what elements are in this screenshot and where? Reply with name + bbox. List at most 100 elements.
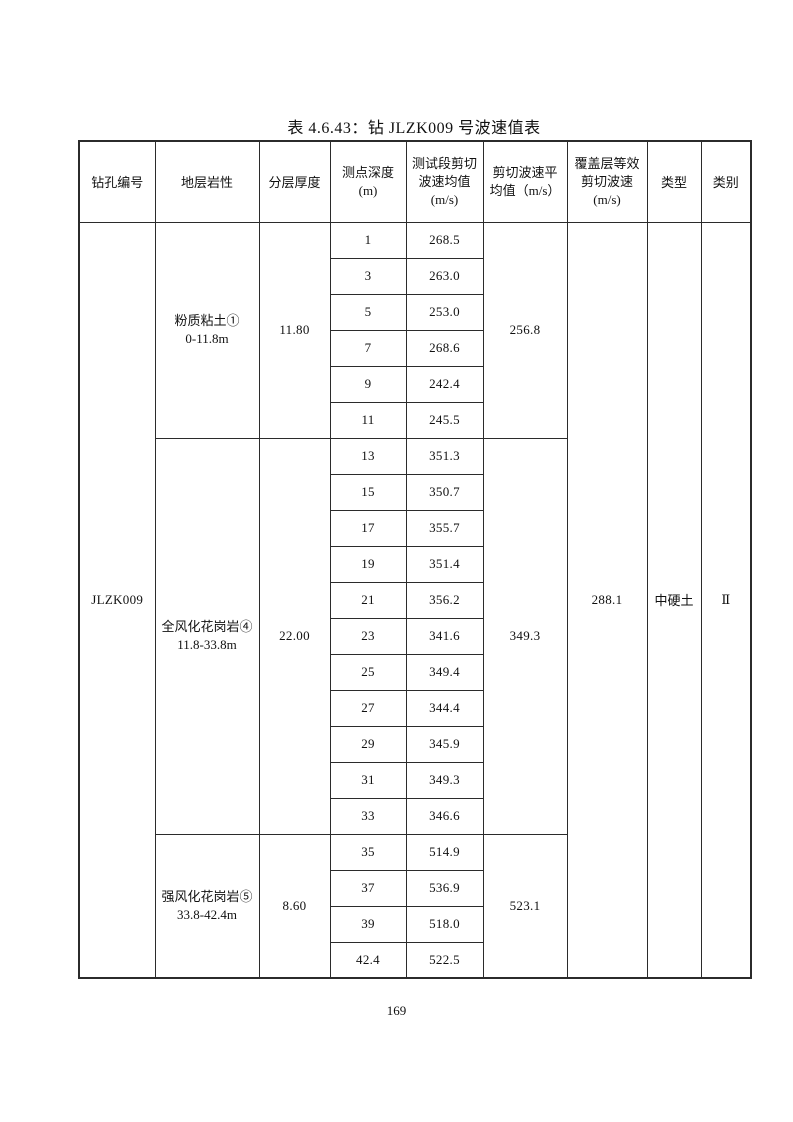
velocity-cell: 350.7 [405, 473, 484, 511]
col-header-depth-line1: 测点深度 [341, 165, 394, 181]
table-row: 15 350.7 [79, 473, 751, 511]
velocity-cell: 356.2 [405, 581, 484, 619]
depth-cell: 39 [329, 905, 407, 943]
col-header-shear-average-line1: 剪切波速平 [492, 165, 558, 181]
page-number: 169 [386, 1003, 407, 1018]
thickness-cell-section2: 22.00 [258, 437, 331, 835]
velocity-cell: 344.4 [405, 689, 484, 727]
col-header-shear-average-line2: 均值（m/s） [489, 182, 561, 198]
depth-cell: 42.4 [329, 941, 407, 979]
average-cell-section1: 256.8 [482, 221, 568, 439]
table-row: 29 345.9 [79, 725, 751, 763]
col-header-shear-average: 剪切波速平 均值（m/s） [482, 140, 568, 223]
velocity-cell: 514.9 [405, 833, 484, 871]
velocity-cell: 351.3 [405, 437, 484, 475]
table-row: 全风化花岗岩④ 11.8-33.8m 22.00 13 351.3 349.3 [79, 437, 751, 835]
col-header-category: 类别 [700, 140, 752, 223]
average-cell-section3: 523.1 [482, 833, 568, 979]
col-header-segment-line1: 测试段剪切 [411, 156, 477, 172]
table-header-row: 钻孔编号 地层岩性 分层厚度 测点深度 (m) 测试段剪切 波速均值 (m/s)… [78, 140, 752, 223]
lithology-depth-range: 11.8-33.8m [177, 637, 237, 652]
velocity-cell: 518.0 [405, 905, 484, 943]
table-row: 33 346.6 [79, 797, 751, 835]
velocity-cell: 253.0 [405, 293, 484, 331]
col-header-overburden-line1: 覆盖层等效 [574, 156, 640, 172]
col-header-overburden: 覆盖层等效 剪切波速 (m/s) [566, 140, 648, 223]
depth-cell: 13 [329, 437, 407, 475]
wave-velocity-table: 钻孔编号 地层岩性 分层厚度 测点深度 (m) 测试段剪切 波速均值 (m/s)… [78, 140, 752, 979]
lithology-name: 全风化花岗岩④ [161, 619, 253, 635]
depth-cell: 31 [329, 761, 407, 799]
col-header-segment-velocity: 测试段剪切 波速均值 (m/s) [405, 140, 484, 223]
thickness-cell-section1: 11.80 [258, 221, 331, 439]
velocity-cell: 242.4 [405, 365, 484, 403]
depth-cell: 25 [329, 653, 407, 691]
table-row: 39 518.0 [79, 905, 751, 943]
velocity-cell: 522.5 [405, 941, 484, 979]
depth-cell: 29 [329, 725, 407, 763]
depth-cell: 23 [329, 617, 407, 655]
table-title: 表 4.6.43：钻 JLZK009 号波速值表 [287, 120, 541, 137]
table-row: 23 341.6 [79, 617, 751, 655]
col-header-borehole: 钻孔编号 [78, 140, 156, 223]
col-header-depth-line2: (m) [358, 182, 378, 198]
table-row: 3 263.0 [79, 257, 751, 295]
velocity-cell: 351.4 [405, 545, 484, 583]
velocity-cell: 341.6 [405, 617, 484, 655]
depth-cell: 3 [329, 257, 407, 295]
col-header-segment-line2: 波速均值 [418, 173, 471, 189]
col-header-overburden-line3: (m/s) [593, 191, 621, 207]
depth-cell: 9 [329, 365, 407, 403]
velocity-cell: 349.3 [405, 761, 484, 799]
col-header-type: 类型 [646, 140, 702, 223]
lithology-depth-range: 0-11.8m [185, 331, 229, 346]
table-row: 37 536.9 [79, 869, 751, 907]
velocity-cell: 536.9 [405, 869, 484, 907]
average-cell-section2: 349.3 [482, 437, 568, 835]
site-category-cell: Ⅱ [700, 221, 752, 979]
velocity-cell: 355.7 [405, 509, 484, 547]
table-row: 42.4 522.5 [79, 941, 751, 979]
velocity-cell: 346.6 [405, 797, 484, 835]
col-header-segment-line3: (m/s) [430, 191, 459, 207]
depth-cell: 15 [329, 473, 407, 511]
lithology-depth-range: 33.8-42.4m [177, 906, 237, 922]
table-row: 17 355.7 [79, 509, 751, 547]
depth-cell: 37 [329, 869, 407, 907]
table-row: 11 245.5 [79, 401, 751, 439]
table-row: 27 344.4 [79, 689, 751, 727]
table-row: 7 268.6 [79, 329, 751, 367]
lithology-cell-section3: 强风化花岗岩⑤ 33.8-42.4m [154, 833, 260, 979]
col-header-thickness: 分层厚度 [258, 140, 331, 223]
table-row: 强风化花岗岩⑤ 33.8-42.4m 8.60 35 514.9 523.1 [79, 833, 751, 979]
lithology-cell-section1: 粉质粘土① 0-11.8m [154, 221, 260, 439]
table-row: 19 351.4 [79, 545, 751, 583]
depth-cell: 33 [329, 797, 407, 835]
depth-cell: 35 [329, 833, 407, 871]
velocity-cell: 263.0 [405, 257, 484, 295]
depth-cell: 11 [329, 401, 407, 439]
depth-cell: 17 [329, 509, 407, 547]
depth-cell: 27 [329, 689, 407, 727]
lithology-cell-section2: 全风化花岗岩④ 11.8-33.8m [154, 437, 260, 835]
depth-cell: 19 [329, 545, 407, 583]
lithology-name: 粉质粘土① [174, 313, 240, 329]
velocity-cell: 345.9 [405, 725, 484, 763]
depth-cell: 7 [329, 329, 407, 367]
table-row: JLZK009 粉质粘土① 0-11.8m 11.80 1 268.5 256.… [78, 221, 752, 979]
col-header-overburden-line2: 剪切波速 [580, 173, 633, 189]
velocity-cell: 268.6 [405, 329, 484, 367]
thickness-cell-section3: 8.60 [258, 833, 331, 979]
depth-cell: 1 [329, 221, 407, 259]
col-header-lithology: 地层岩性 [154, 140, 260, 223]
depth-cell: 5 [329, 293, 407, 331]
lithology-name: 强风化花岗岩⑤ [161, 889, 253, 905]
table-row: 5 253.0 [79, 293, 751, 331]
velocity-cell: 268.5 [405, 221, 484, 259]
table-row: 9 242.4 [79, 365, 751, 403]
overburden-velocity-cell: 288.1 [566, 221, 648, 979]
borehole-id-cell: JLZK009 [78, 221, 156, 979]
table-row: 31 349.3 [79, 761, 751, 799]
velocity-cell: 349.4 [405, 653, 484, 691]
